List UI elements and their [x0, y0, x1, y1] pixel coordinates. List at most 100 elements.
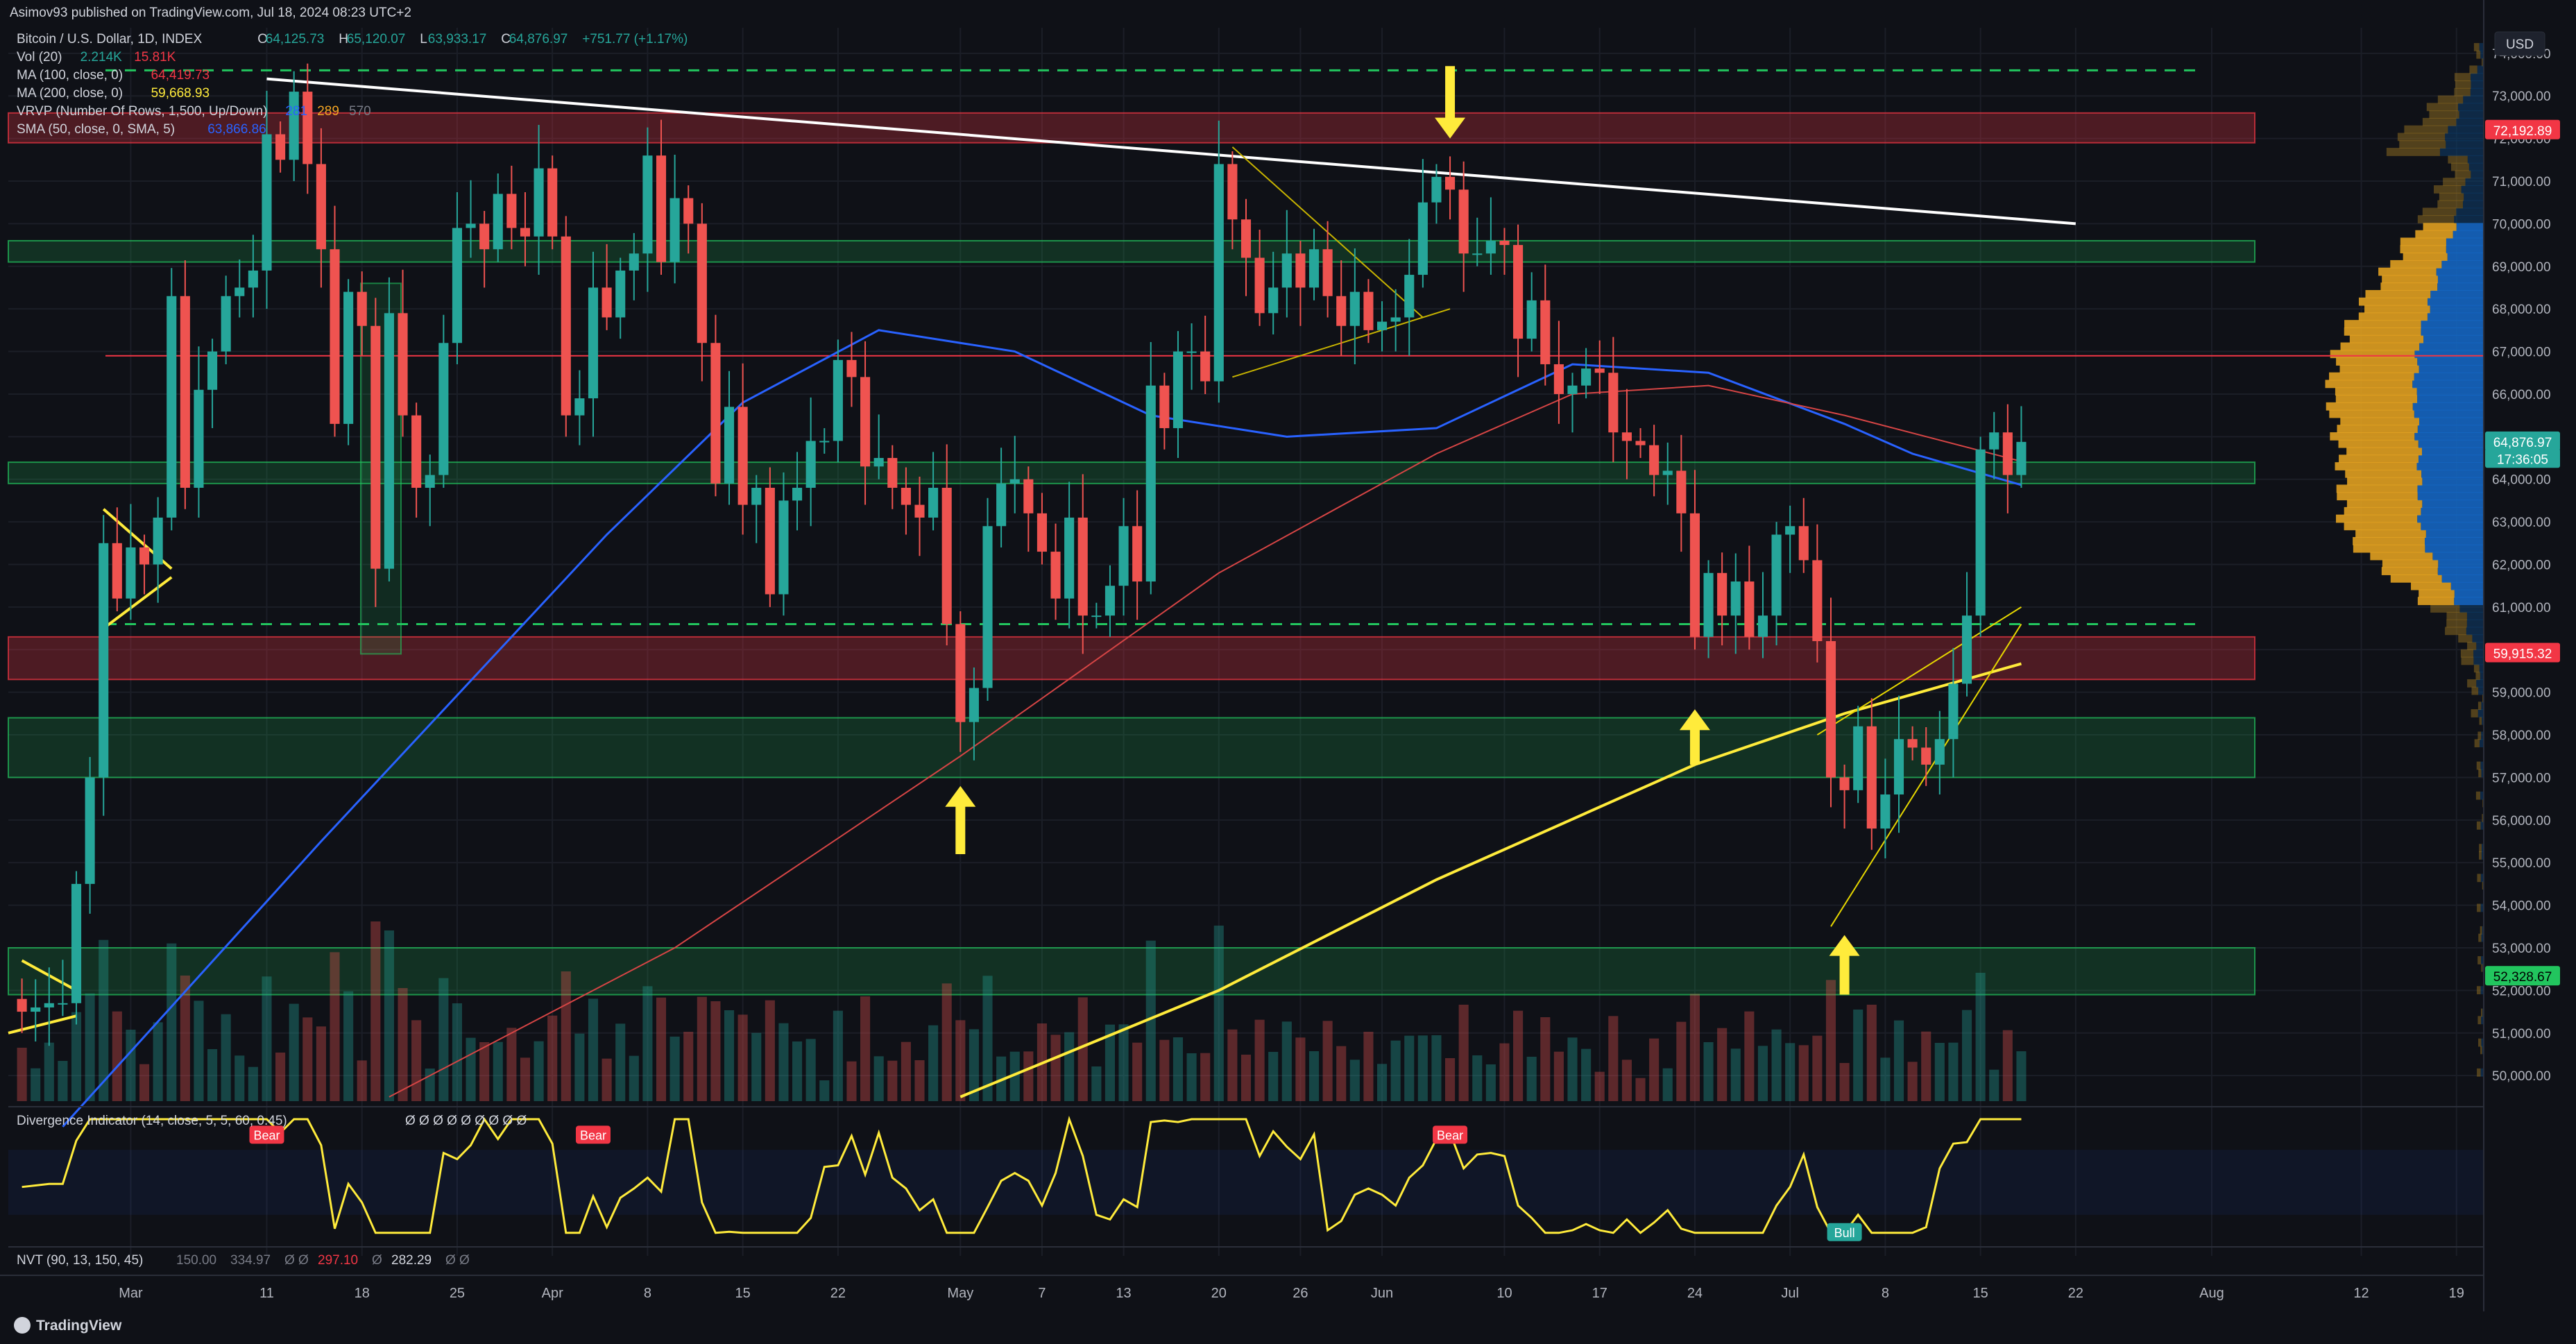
- volume-bar: [792, 1041, 803, 1101]
- indicator-value: 64,419.73: [151, 68, 210, 83]
- y-tick: 73,000.00: [2492, 90, 2551, 104]
- candle-body: [1662, 470, 1673, 475]
- candle-body: [819, 441, 830, 443]
- profile-bar-down: [2467, 679, 2477, 688]
- price-badge: [2485, 448, 2560, 468]
- candle-body: [1717, 572, 1728, 616]
- volume-bar: [737, 1014, 748, 1101]
- candle-body: [398, 313, 408, 416]
- levels: [105, 69, 2484, 625]
- candle-body: [384, 313, 394, 569]
- volume-bar: [1526, 1057, 1537, 1101]
- candle-body: [411, 415, 422, 488]
- y-tick: 64,000.00: [2492, 473, 2551, 488]
- candle-body: [139, 547, 150, 565]
- profile-bar-up: [2414, 372, 2484, 381]
- volume-bar: [1608, 1016, 1619, 1101]
- profile-bar-down: [2346, 500, 2423, 508]
- candle-body: [1730, 581, 1741, 616]
- indicator-label: SMA (50, close, 0, SMA, 5): [17, 122, 175, 137]
- profile-bar-up: [2482, 1046, 2484, 1055]
- candle-body: [1336, 296, 1347, 326]
- ohlc-value: L: [420, 32, 427, 46]
- profile-bar-up: [2467, 155, 2484, 164]
- published-by: Asimov93 published on TradingView.com, J…: [10, 6, 411, 20]
- profile-bar-down: [2417, 597, 2455, 606]
- volume-bar: [1050, 1035, 1061, 1101]
- indicator-label: Vol (20): [17, 50, 62, 65]
- profile-bar-down: [2353, 537, 2425, 545]
- profile-bar-up: [2432, 552, 2484, 561]
- volume-bar: [1417, 1035, 1428, 1101]
- x-tick: Jun: [1371, 1286, 1393, 1301]
- currency-box: [2494, 31, 2545, 56]
- volume-bar: [1349, 1060, 1360, 1101]
- profile-bar-down: [2482, 881, 2483, 890]
- volume-bar: [357, 1060, 367, 1101]
- profile-bar-up: [2417, 484, 2484, 493]
- x-tick: 22: [830, 1286, 846, 1301]
- profile-bar-up: [2472, 634, 2484, 643]
- profile-bar-up: [2438, 559, 2484, 568]
- profile-bar-down: [2450, 162, 2469, 171]
- candle-body: [1064, 517, 1075, 599]
- volume-bar: [234, 1055, 245, 1101]
- profile-bar-up: [2446, 237, 2484, 246]
- profile-bar-up: [2454, 597, 2484, 606]
- candle-body: [969, 688, 979, 722]
- y-tick: 63,000.00: [2492, 516, 2551, 530]
- profile-bar-down: [2338, 439, 2419, 448]
- profile-bar-up: [2437, 275, 2484, 284]
- profile-bar-down: [2478, 933, 2482, 942]
- profile-bar-up: [2480, 821, 2484, 830]
- profile-bar-up: [2417, 492, 2484, 501]
- profile-bar-up: [2479, 739, 2484, 748]
- profile-bar-up: [2418, 439, 2484, 448]
- profile-bar-up: [2482, 716, 2484, 725]
- zone: [8, 239, 2255, 263]
- profile-bar-down: [2382, 559, 2439, 568]
- candle-body: [1417, 202, 1428, 275]
- volume-bar: [1064, 1032, 1075, 1101]
- volume-bar: [697, 996, 707, 1101]
- divergence-marker: [1827, 1223, 1862, 1241]
- candle-body: [1744, 581, 1755, 637]
- volume-bar: [1744, 1011, 1755, 1101]
- profile-bar-down: [2422, 117, 2457, 126]
- nvt-value: Ø Ø: [445, 1253, 470, 1268]
- volume-bar: [71, 1012, 82, 1101]
- volume-bar: [1431, 1035, 1442, 1101]
- volume-bar: [398, 988, 408, 1101]
- profile-bar-up: [2480, 874, 2484, 883]
- profile-bar-down: [2443, 178, 2466, 187]
- profile-bar-down: [2477, 731, 2482, 740]
- zone: [8, 636, 2255, 681]
- volume-bar: [1676, 1021, 1687, 1101]
- profile-bar-down: [2429, 110, 2459, 119]
- candle-body: [1934, 739, 1945, 765]
- profile-bar-up: [2421, 507, 2484, 516]
- nvt-value: 334.97: [230, 1253, 271, 1268]
- volume-bar: [153, 1022, 163, 1101]
- volume-bar: [1499, 1043, 1510, 1101]
- profile-bar-up: [2480, 986, 2484, 995]
- nvt-value: Ø: [372, 1253, 382, 1268]
- candle-body: [1689, 513, 1700, 637]
- candle-body: [860, 377, 871, 467]
- volume-bar: [1363, 1032, 1374, 1101]
- divergence-marker: [575, 1125, 611, 1144]
- divergence-line: [22, 1115, 2022, 1234]
- candle-body: [343, 291, 354, 424]
- candle-body: [207, 351, 218, 390]
- x-tick: May: [947, 1286, 973, 1301]
- candle-body: [506, 194, 517, 228]
- arrow-up-head: [1829, 935, 1860, 956]
- profile-bar-down: [2455, 170, 2471, 179]
- ohlc-value: 63,933.17: [428, 32, 487, 46]
- divergence-marker-label: Bear: [1437, 1128, 1463, 1142]
- volume-bar: [873, 1056, 884, 1101]
- candle-body: [1635, 441, 1646, 445]
- profile-bar-down: [2461, 656, 2474, 665]
- x-tick: 20: [1211, 1286, 1227, 1301]
- y-tick: 54,000.00: [2492, 899, 2551, 914]
